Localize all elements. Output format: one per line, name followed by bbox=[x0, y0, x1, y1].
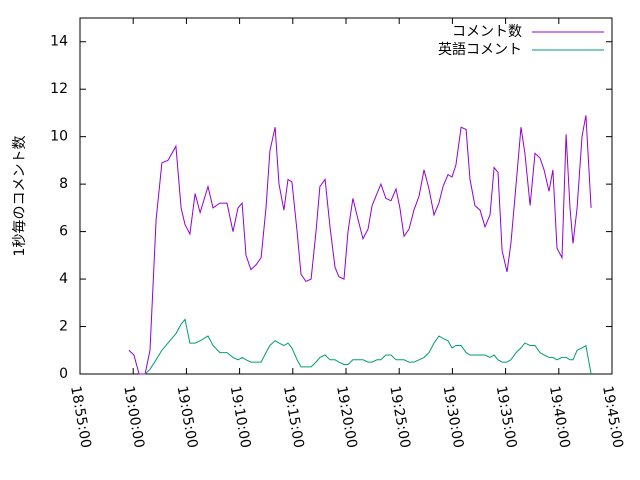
legend-label: コメント数 bbox=[452, 24, 522, 40]
legend-label: 英語コメント bbox=[438, 41, 522, 58]
x-tick-label: 19:15:00 bbox=[280, 385, 307, 450]
y-tick-label: 8 bbox=[59, 176, 68, 192]
data-line bbox=[128, 115, 592, 375]
y-tick-label: 10 bbox=[50, 129, 68, 145]
x-tick-label: 19:45:00 bbox=[599, 385, 626, 450]
data-line bbox=[144, 318, 592, 375]
x-tick-label: 19:10:00 bbox=[227, 385, 254, 450]
y-tick-label: 4 bbox=[59, 271, 68, 287]
plot-frame bbox=[79, 17, 613, 375]
x-tick-label: 19:30:00 bbox=[440, 385, 467, 450]
x-tick-label: 19:20:00 bbox=[333, 385, 360, 450]
y-axis-label: 1秒毎のコメント数 bbox=[12, 136, 28, 257]
y-tick-label: 0 bbox=[59, 366, 68, 382]
x-tick-label: 19:00:00 bbox=[120, 385, 147, 450]
y-tick-label: 14 bbox=[50, 34, 68, 50]
x-tick-label: 19:40:00 bbox=[546, 385, 573, 450]
x-tick-label: 19:05:00 bbox=[174, 385, 201, 450]
x-tick-label: 19:25:00 bbox=[386, 385, 413, 450]
y-tick-label: 12 bbox=[50, 81, 68, 97]
x-tick-label: 18:55:00 bbox=[67, 385, 94, 450]
y-tick-label: 2 bbox=[59, 319, 68, 335]
y-tick-label: 6 bbox=[59, 224, 68, 240]
x-tick-label: 19:35:00 bbox=[493, 385, 520, 450]
